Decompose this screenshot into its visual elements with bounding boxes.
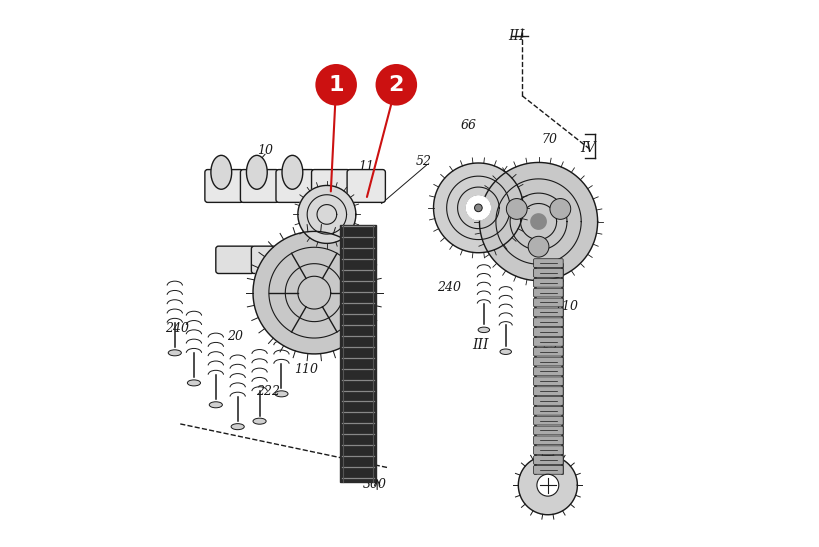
- Polygon shape: [253, 231, 375, 354]
- FancyBboxPatch shape: [287, 246, 325, 274]
- FancyBboxPatch shape: [276, 170, 314, 202]
- FancyBboxPatch shape: [533, 298, 563, 307]
- Text: 110: 110: [553, 300, 577, 313]
- Text: IV: IV: [579, 141, 595, 155]
- Ellipse shape: [168, 350, 181, 356]
- FancyBboxPatch shape: [533, 465, 563, 474]
- FancyBboxPatch shape: [136, 0, 683, 547]
- Text: 1: 1: [328, 75, 343, 95]
- Text: 240: 240: [165, 322, 189, 335]
- Polygon shape: [466, 196, 490, 220]
- Text: 51: 51: [541, 483, 557, 496]
- Text: 66: 66: [460, 119, 477, 132]
- Polygon shape: [340, 225, 376, 482]
- Text: 53: 53: [541, 344, 557, 357]
- Text: 222: 222: [256, 385, 279, 398]
- Circle shape: [536, 474, 558, 496]
- Text: III: III: [471, 337, 487, 352]
- Ellipse shape: [209, 401, 222, 408]
- Text: III: III: [508, 28, 524, 43]
- Ellipse shape: [188, 380, 201, 386]
- Circle shape: [375, 64, 417, 106]
- Ellipse shape: [477, 327, 489, 333]
- Text: 11: 11: [358, 160, 373, 173]
- Circle shape: [506, 199, 527, 219]
- Text: 110: 110: [294, 363, 318, 376]
- Ellipse shape: [247, 155, 267, 189]
- FancyBboxPatch shape: [533, 278, 563, 287]
- Ellipse shape: [231, 423, 244, 430]
- Text: 10: 10: [256, 144, 273, 157]
- FancyBboxPatch shape: [251, 246, 289, 274]
- FancyBboxPatch shape: [533, 397, 563, 405]
- Text: 240: 240: [437, 281, 461, 294]
- Circle shape: [527, 236, 548, 257]
- FancyBboxPatch shape: [240, 170, 278, 202]
- FancyBboxPatch shape: [533, 347, 563, 356]
- Ellipse shape: [210, 155, 232, 189]
- FancyBboxPatch shape: [533, 328, 563, 336]
- FancyBboxPatch shape: [533, 259, 563, 267]
- Text: 300: 300: [362, 478, 386, 491]
- FancyBboxPatch shape: [533, 406, 563, 415]
- FancyBboxPatch shape: [346, 170, 385, 202]
- Polygon shape: [433, 163, 523, 253]
- Circle shape: [550, 199, 570, 219]
- Text: 66: 66: [541, 264, 557, 277]
- Ellipse shape: [274, 391, 287, 397]
- Polygon shape: [297, 185, 355, 243]
- FancyBboxPatch shape: [533, 308, 563, 317]
- Text: 2: 2: [388, 75, 404, 95]
- FancyBboxPatch shape: [533, 357, 563, 366]
- Ellipse shape: [500, 349, 511, 354]
- FancyBboxPatch shape: [311, 170, 350, 202]
- Circle shape: [315, 64, 356, 106]
- FancyBboxPatch shape: [533, 416, 563, 425]
- Ellipse shape: [282, 155, 302, 189]
- Text: 52: 52: [415, 155, 431, 168]
- Polygon shape: [479, 162, 597, 281]
- FancyBboxPatch shape: [533, 288, 563, 297]
- Text: 20: 20: [227, 330, 242, 343]
- FancyBboxPatch shape: [533, 426, 563, 435]
- FancyBboxPatch shape: [322, 246, 360, 274]
- Polygon shape: [518, 456, 577, 515]
- FancyBboxPatch shape: [533, 367, 563, 376]
- FancyBboxPatch shape: [215, 246, 254, 274]
- Polygon shape: [530, 214, 545, 229]
- FancyBboxPatch shape: [533, 337, 563, 346]
- FancyBboxPatch shape: [205, 170, 243, 202]
- FancyBboxPatch shape: [533, 318, 563, 327]
- Text: 70: 70: [541, 133, 557, 146]
- FancyBboxPatch shape: [533, 269, 563, 277]
- Circle shape: [474, 204, 482, 212]
- FancyBboxPatch shape: [533, 436, 563, 445]
- Text: 2: 2: [306, 177, 314, 190]
- Ellipse shape: [253, 418, 266, 424]
- FancyBboxPatch shape: [533, 446, 563, 455]
- FancyBboxPatch shape: [533, 456, 563, 464]
- Text: 52: 52: [557, 229, 573, 242]
- FancyBboxPatch shape: [533, 387, 563, 395]
- FancyBboxPatch shape: [533, 377, 563, 386]
